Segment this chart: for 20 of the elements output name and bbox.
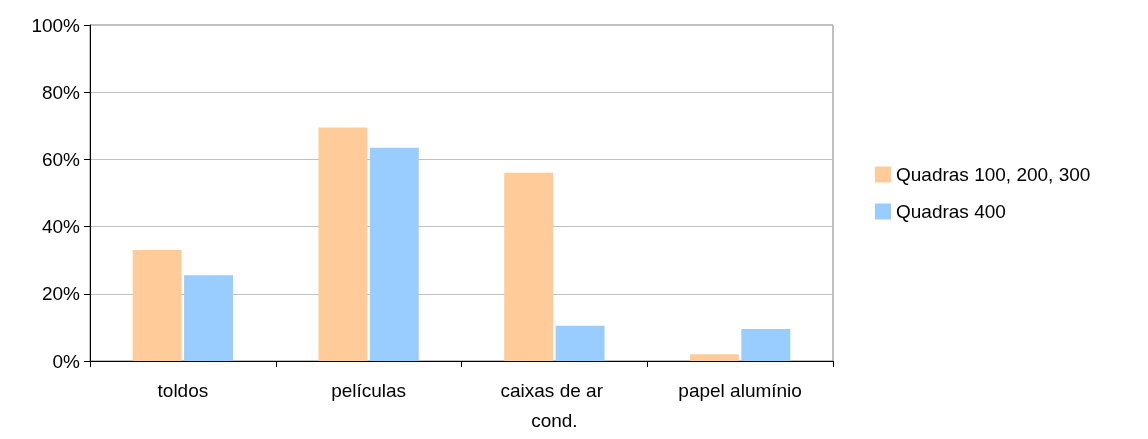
x-tick-label: películas	[331, 379, 407, 401]
y-tick-label: 20%	[41, 283, 81, 305]
y-tick-label: 100%	[31, 14, 81, 36]
bar	[318, 127, 368, 361]
y-tick-label: 40%	[41, 216, 81, 238]
bar	[741, 329, 791, 361]
legend-label: Quadras 100, 200, 300	[896, 164, 1091, 185]
x-tick-label: papel alumínio	[678, 379, 802, 401]
y-tick-label: 0%	[52, 350, 81, 372]
y-tick-label: 80%	[41, 81, 81, 103]
x-tick-label: toldos	[157, 379, 209, 401]
y-tick-label: 60%	[41, 148, 81, 170]
bar	[504, 172, 554, 361]
bar	[184, 275, 234, 361]
bar	[555, 325, 605, 361]
bar	[132, 250, 182, 361]
bar	[369, 147, 419, 361]
bar	[689, 354, 739, 361]
legend-label: Quadras 400	[896, 201, 1006, 222]
x-tick-label: caixas de ar cond.	[500, 379, 609, 431]
